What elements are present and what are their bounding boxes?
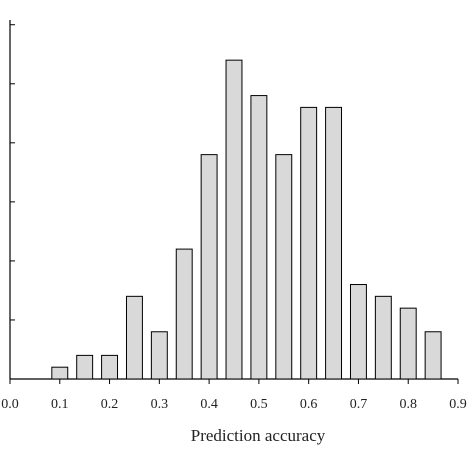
bar <box>349 284 367 380</box>
bar <box>150 331 168 380</box>
x-tick-label: 0.5 <box>250 397 268 412</box>
bar <box>424 331 442 380</box>
x-tick-label: 0.3 <box>151 397 169 412</box>
bar <box>374 295 392 380</box>
bar <box>300 106 318 380</box>
x-tick-label: 0.8 <box>399 397 417 412</box>
x-tick-label: 0.7 <box>350 397 368 412</box>
bar <box>51 366 69 380</box>
bar <box>125 295 143 380</box>
bar <box>101 354 119 380</box>
bar <box>275 154 293 380</box>
x-tick-label: 0.1 <box>51 397 69 412</box>
bar <box>175 248 193 380</box>
x-tick-label: 0.4 <box>200 397 218 412</box>
bar <box>76 354 94 380</box>
bar <box>200 154 218 380</box>
x-tick-label: 0.2 <box>101 397 119 412</box>
bar <box>225 59 243 380</box>
bar <box>399 307 417 380</box>
x-tick-label: 0.0 <box>1 397 19 412</box>
x-tick-label: 0.9 <box>449 397 467 412</box>
x-tick-label: 0.6 <box>300 397 318 412</box>
x-axis-title: Prediction accuracy <box>191 426 326 445</box>
bar <box>325 106 343 380</box>
bar <box>250 95 268 380</box>
